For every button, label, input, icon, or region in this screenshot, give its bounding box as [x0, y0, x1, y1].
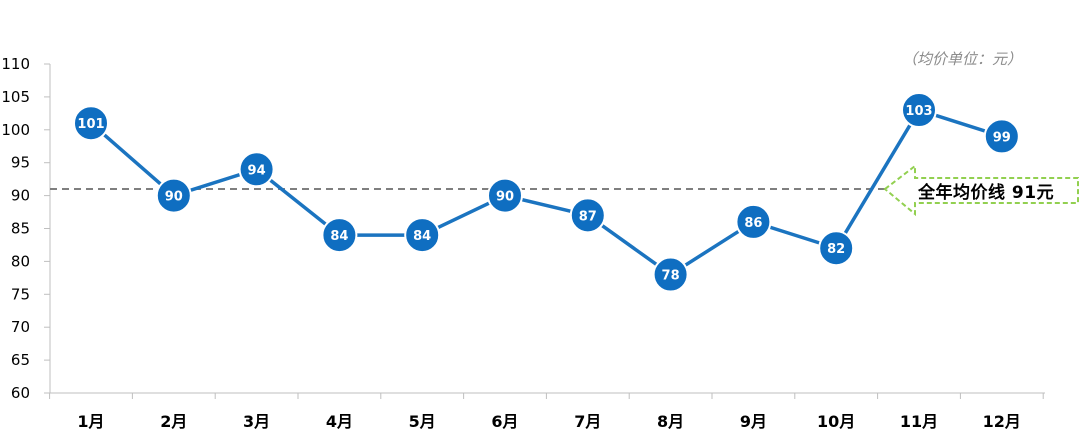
y-tick-label: 75	[11, 285, 30, 303]
data-point-marker	[238, 151, 275, 188]
x-tick-label: 10月	[817, 412, 855, 431]
data-point-marker	[818, 230, 855, 267]
data-label: 101	[77, 117, 104, 132]
x-tick-label: 11月	[900, 412, 938, 431]
data-point-marker	[404, 217, 441, 254]
data-label: 82	[827, 242, 845, 257]
x-tick-label: 5月	[409, 412, 436, 431]
y-tick-label: 65	[11, 351, 30, 369]
data-point-marker	[652, 256, 689, 293]
series-line	[89, 108, 1003, 277]
y-tick-label: 60	[11, 384, 30, 402]
x-tick-label: 3月	[243, 412, 270, 431]
y-tick-label: 105	[1, 88, 30, 106]
data-point-marker	[155, 177, 192, 214]
data-label: 84	[330, 229, 348, 244]
average-line-label: 全年均价线 91元	[918, 183, 1055, 203]
data-label: 94	[248, 163, 266, 178]
y-tick-label: 110	[1, 55, 30, 73]
data-label: 86	[744, 216, 762, 231]
x-tick-label: 4月	[326, 412, 353, 431]
data-point-marker	[983, 118, 1020, 155]
data-label: 99	[993, 130, 1011, 145]
x-tick-label: 7月	[574, 412, 601, 431]
x-tick-label: 9月	[740, 412, 767, 431]
x-tick-label: 2月	[160, 412, 187, 431]
average-reference	[50, 163, 1079, 217]
y-tick-label: 70	[11, 318, 30, 336]
y-tick-label: 85	[11, 220, 30, 238]
data-point-marker	[901, 92, 937, 129]
x-tick-label: 1月	[77, 412, 104, 431]
data-label: 84	[413, 229, 431, 244]
data-label: 87	[579, 209, 597, 224]
data-label: 90	[496, 190, 514, 205]
y-tick-label: 95	[11, 154, 30, 172]
x-tick-label: 12月	[983, 412, 1021, 431]
data-label: 90	[165, 190, 183, 205]
x-axis: 1月 2月 3月 4月 5月 6月 7月 8月 9月 10月 11月 12月	[49, 392, 1045, 431]
average-arrow-callout	[883, 163, 1079, 217]
data-label: 78	[662, 269, 680, 284]
data-point-marker	[487, 177, 523, 214]
series-monthly-price: 101 90 94 84 84 90 87 78 86 82 103 99	[73, 92, 1020, 293]
y-tick-label: 80	[11, 252, 30, 270]
y-tick-label: 90	[11, 187, 30, 205]
data-point-marker	[73, 105, 109, 142]
data-point-marker	[321, 217, 358, 254]
y-axis: 60 65 70 75 80 85 90 95 100 105 110	[1, 55, 51, 402]
data-label: 103	[905, 104, 932, 119]
unit-note: （均价单位：元）	[902, 50, 1023, 68]
data-point-marker	[735, 203, 772, 240]
y-tick-label: 100	[1, 121, 30, 139]
data-point-marker	[569, 197, 606, 234]
x-tick-label: 8月	[657, 412, 684, 431]
x-tick-label: 6月	[491, 412, 518, 431]
